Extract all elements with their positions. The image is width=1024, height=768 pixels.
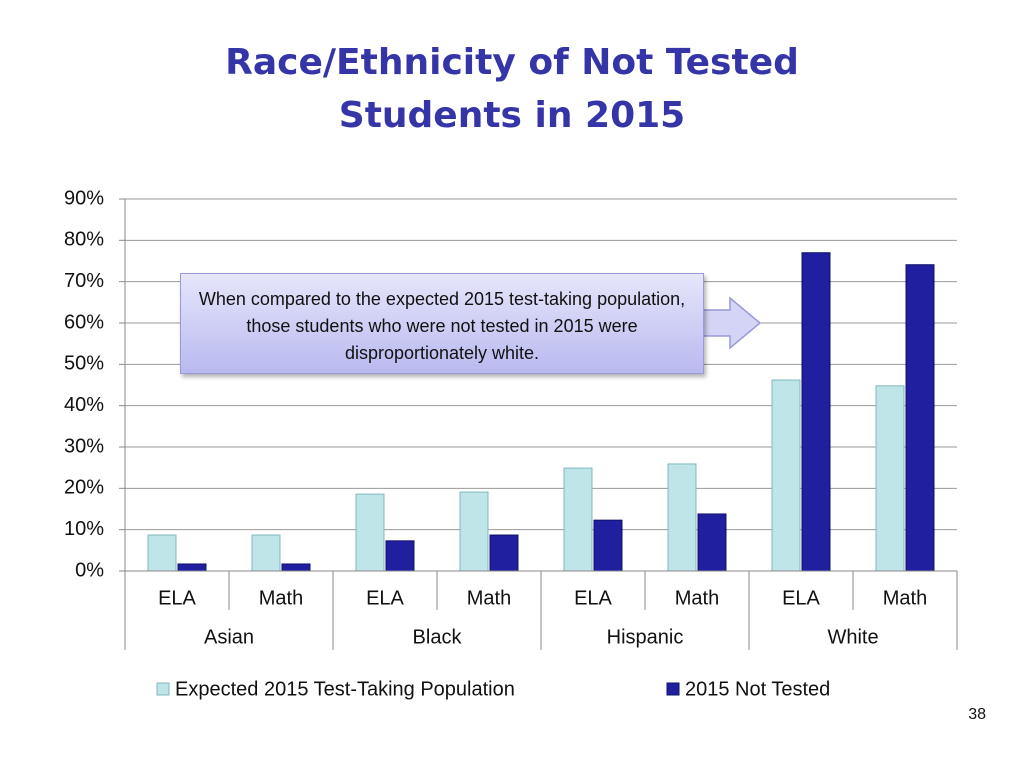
bar <box>875 385 905 572</box>
y-tick-label: 30% <box>64 435 104 457</box>
x-tick-label: ELA <box>574 587 612 609</box>
bar <box>489 534 519 572</box>
y-tick-label: 10% <box>64 518 104 540</box>
bar <box>281 563 311 572</box>
bar <box>771 379 801 572</box>
bar <box>355 493 385 572</box>
bar <box>667 463 697 572</box>
x-tick-label: Math <box>259 587 303 609</box>
y-tick-label: 50% <box>64 353 104 375</box>
page-number: 38 <box>968 706 986 723</box>
y-tick-label: 70% <box>64 270 104 292</box>
legend-swatch <box>156 682 170 696</box>
bar <box>459 491 489 572</box>
bar <box>147 534 177 572</box>
bar <box>801 252 831 572</box>
legend-label: 2015 Not Tested <box>685 678 830 700</box>
group-label: Hispanic <box>607 626 684 648</box>
group-label: Asian <box>204 626 254 648</box>
y-tick-label: 80% <box>64 229 104 251</box>
group-label: White <box>827 626 878 648</box>
x-tick-label: Math <box>467 587 511 609</box>
group-label: Black <box>413 626 463 648</box>
y-tick-label: 20% <box>64 477 104 499</box>
y-tick-label: 90% <box>64 187 104 209</box>
bar <box>563 467 593 572</box>
bar <box>593 519 623 572</box>
legend-swatch <box>666 682 680 696</box>
legend-label: Expected 2015 Test-Taking Population <box>175 678 515 700</box>
arrow <box>699 296 762 350</box>
bar <box>251 534 281 572</box>
bar <box>177 563 207 572</box>
x-tick-label: ELA <box>366 587 404 609</box>
chart-title: Race/Ethnicity of Not Tested Students in… <box>225 42 799 136</box>
y-tick-label: 40% <box>64 394 104 416</box>
bar <box>385 540 415 572</box>
bar <box>697 513 727 572</box>
x-tick-label: ELA <box>782 587 820 609</box>
y-tick-label: 0% <box>75 559 104 581</box>
y-tick-label: 60% <box>64 311 104 333</box>
bar <box>905 264 935 572</box>
x-tick-label: Math <box>675 587 719 609</box>
x-tick-label: Math <box>883 587 927 609</box>
x-tick-label: ELA <box>158 587 196 609</box>
annotation: When compared to the expected 2015 test-… <box>180 273 704 374</box>
